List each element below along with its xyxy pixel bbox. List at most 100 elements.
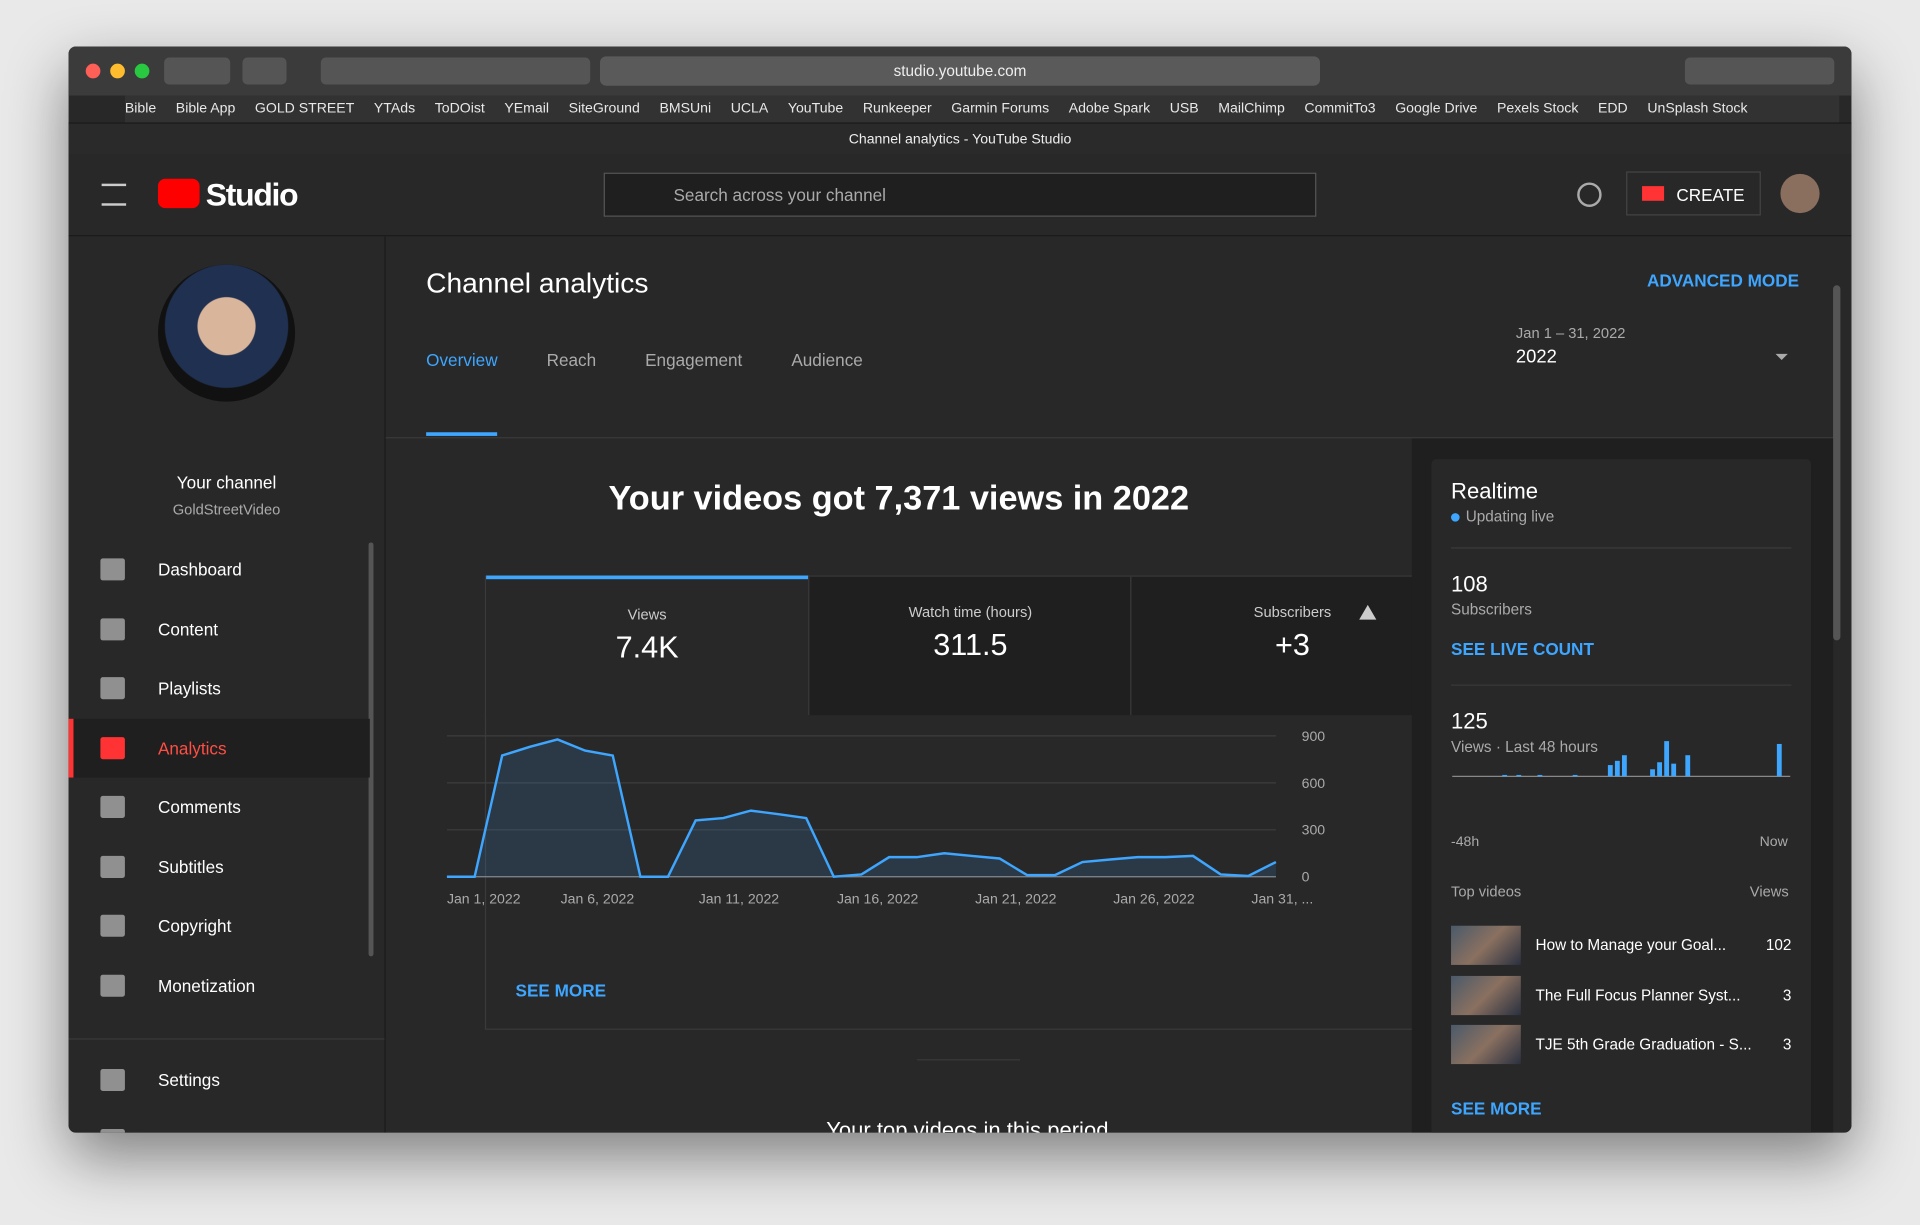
y-tick-label: 300 [1302,822,1326,838]
toolbar-actions[interactable] [1684,57,1835,85]
nav-item[interactable]: Subtitles [69,837,365,896]
nav-item[interactable]: Copyright [69,896,365,955]
nav-item[interactable]: Send feedback [69,1110,365,1133]
live-dot [1451,513,1460,522]
video-title: How to Manage your Goal... [1535,936,1727,954]
bookmark[interactable]: Garmin Forums [951,101,1050,117]
main: Channel analytics ADVANCED MODE Overview… [385,236,1852,1133]
nav-icon [100,558,125,581]
see-more[interactable]: SEE MORE [1451,1098,1542,1118]
bar [1572,774,1578,777]
tab[interactable]: Reach [546,350,597,370]
bookmark[interactable]: Bible [124,101,157,117]
video-row[interactable]: The Full Focus Planner Syst... 3 [1451,975,1791,1017]
date-range: Jan 1 – 31, 2022 [1515,324,1626,342]
nav-icon [100,855,125,878]
see-more[interactable]: SEE MORE [515,980,607,1001]
tab[interactable]: Audience [791,350,863,370]
metric-tab[interactable]: Subscribers +3 [1130,576,1454,716]
nav-item[interactable]: Playlists [69,659,365,718]
dropdown-arrow[interactable] [1775,353,1788,361]
channel-title: Your channel [176,472,277,493]
video-title: TJE 5th Grade Graduation - S... [1535,1035,1752,1054]
nav-label: Comments [157,797,241,817]
see-live-count[interactable]: SEE LIVE COUNT [1451,639,1594,659]
bookmark[interactable]: YEmail [504,101,550,117]
y-tick-label: 600 [1302,775,1326,791]
sidebar-button[interactable] [242,57,287,85]
video-row[interactable]: TJE 5th Grade Graduation - S... 3 [1451,1024,1791,1067]
scrollbar[interactable] [368,542,374,957]
bar [1607,765,1613,777]
nav-item[interactable]: Settings [69,1051,365,1110]
bookmark[interactable]: BMSUni [659,101,712,117]
nav-item[interactable]: Content [69,599,365,658]
metric-tabs: Views 7.4K Watch time (hours) 311.5 Subscrib… [486,575,1454,718]
metric-tab[interactable]: Watch time (hours) 311.5 [808,576,1132,716]
bookmark[interactable]: CommitTo3 [1304,101,1376,117]
advanced-mode[interactable]: ADVANCED MODE [1646,270,1800,291]
bookmark[interactable]: Pexels Stock [1496,101,1579,117]
help-icon[interactable] [1577,182,1602,207]
bookmark[interactable]: EDD [1597,101,1628,117]
bookmark[interactable]: YouTube [787,101,844,117]
views-chart: 0 300 600 900 Jan 1, 2022 Jan 6, 2022 Jan 11, … [446,728,1326,907]
x-tick-label: Jan 26, 2022 [1113,891,1195,907]
nav-item[interactable]: Analytics [68,718,370,777]
area [446,739,1276,877]
metric-tab[interactable]: Views 7.4K [486,575,809,718]
date-value[interactable]: 2022 [1515,346,1557,368]
nav-icon [100,914,125,937]
bookmark[interactable]: GOLD STREET [254,101,355,117]
menu-icon[interactable] [101,183,127,206]
close-button[interactable] [85,63,101,79]
channel-avatar[interactable] [157,264,296,402]
nav-item[interactable]: Monetization [69,956,365,1015]
bar [1614,760,1620,777]
views-heading: Views [1749,882,1789,901]
bookmark[interactable]: SiteGround [568,101,640,117]
video-row[interactable]: How to Manage your Goal... 102 [1451,925,1791,968]
url: studio.youtube.com [893,62,1027,80]
search-box[interactable]: Search across your channel [603,172,1317,217]
bookmark[interactable]: UnSplash Stock [1647,101,1748,117]
x-tick-label: Jan 6, 2022 [561,891,635,907]
minimize-button[interactable] [110,63,125,79]
bookmark[interactable]: YTAds [373,101,416,117]
bookmark[interactable]: ToDOist [434,101,485,117]
bookmark[interactable]: UCLA [730,101,769,117]
scrollbar[interactable] [1833,285,1841,641]
metric-label: Views [627,606,667,624]
video-thumbnail [1451,1024,1521,1065]
nav-icon [100,736,125,759]
nav-item[interactable]: Dashboard [69,540,365,599]
bookmark[interactable]: MailChimp [1218,101,1285,117]
x-tick-label: Jan 31, ... [1251,891,1313,907]
axis-end: Now [1759,835,1788,850]
nav-buttons[interactable] [164,57,231,85]
youtube-logo[interactable] [157,178,200,209]
nav-label: Dashboard [157,559,242,580]
zoom-button[interactable] [134,63,150,79]
extensions[interactable] [320,57,591,85]
avatar[interactable] [1780,173,1820,214]
nav-icon [100,1128,125,1133]
address-bar[interactable]: studio.youtube.com [600,56,1321,86]
bookmark[interactable]: USB [1169,101,1199,117]
bookmark[interactable]: Adobe Spark [1068,101,1151,117]
bookmark[interactable]: Google Drive [1395,101,1478,117]
create-button[interactable]: CREATE [1626,171,1761,216]
tab[interactable]: Engagement [645,350,743,370]
active-tab-indicator [426,432,498,436]
tab[interactable]: Overview [426,350,498,370]
nav-item[interactable]: Comments [69,778,365,837]
top-videos-label: Top videos [1451,882,1522,901]
bookmark[interactable]: Runkeeper [862,101,932,117]
bar [1664,741,1670,777]
tabs: Overview Reach Engagement Audience [426,350,912,370]
nav-label: Monetization [157,975,256,995]
divider [68,1038,385,1040]
bookmark[interactable]: Bible App [175,101,236,117]
tab-title[interactable]: Channel analytics - YouTube Studio [848,132,1072,147]
